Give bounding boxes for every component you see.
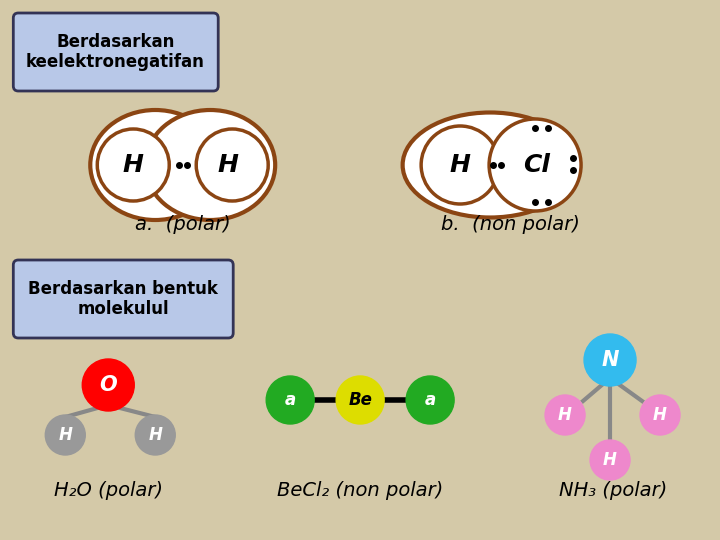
Ellipse shape — [489, 119, 581, 211]
Text: N: N — [601, 350, 618, 370]
Text: a.  (polar): a. (polar) — [135, 215, 231, 234]
Ellipse shape — [97, 129, 169, 201]
Text: H: H — [603, 451, 617, 469]
Text: H: H — [123, 153, 144, 177]
Text: H: H — [217, 153, 238, 177]
Text: Berdasarkan
keelektronegatifan: Berdasarkan keelektronegatifan — [26, 32, 204, 71]
Text: Berdasarkan bentuk
molekulul: Berdasarkan bentuk molekulul — [28, 280, 218, 319]
Circle shape — [266, 376, 314, 424]
Text: H: H — [58, 426, 72, 444]
Text: H: H — [450, 153, 471, 177]
Ellipse shape — [145, 110, 275, 220]
Circle shape — [545, 395, 585, 435]
Text: a: a — [284, 391, 296, 409]
Circle shape — [82, 359, 134, 411]
Text: a: a — [425, 391, 436, 409]
Circle shape — [45, 415, 85, 455]
Ellipse shape — [90, 110, 220, 220]
Text: O: O — [99, 375, 117, 395]
Circle shape — [584, 334, 636, 386]
Text: H: H — [148, 426, 162, 444]
Ellipse shape — [421, 126, 499, 204]
Text: H: H — [653, 406, 667, 424]
Text: H₂O (polar): H₂O (polar) — [54, 481, 163, 500]
FancyBboxPatch shape — [13, 260, 233, 338]
Ellipse shape — [197, 129, 268, 201]
FancyBboxPatch shape — [13, 13, 218, 91]
Circle shape — [135, 415, 175, 455]
Circle shape — [590, 440, 630, 480]
Circle shape — [640, 395, 680, 435]
Text: BeCl₂ (non polar): BeCl₂ (non polar) — [277, 481, 444, 500]
Text: H: H — [558, 406, 572, 424]
Text: Be: Be — [348, 391, 372, 409]
Circle shape — [336, 376, 384, 424]
Circle shape — [406, 376, 454, 424]
Text: b.  (non polar): b. (non polar) — [441, 215, 580, 234]
Text: NH₃ (polar): NH₃ (polar) — [559, 481, 667, 500]
Text: Cl: Cl — [523, 153, 551, 177]
Ellipse shape — [402, 112, 577, 218]
